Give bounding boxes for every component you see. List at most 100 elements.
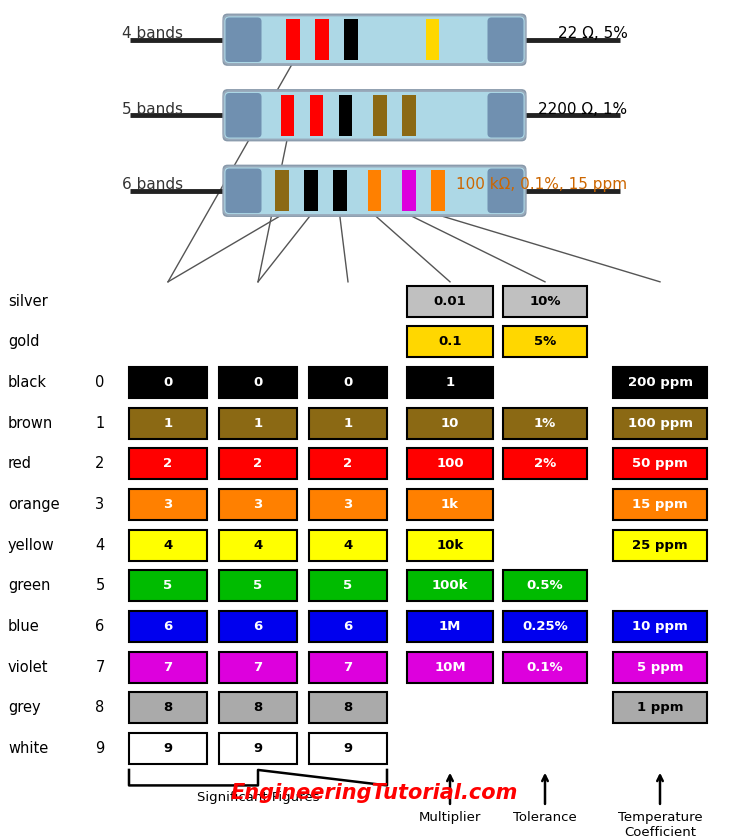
Text: 3: 3: [343, 498, 353, 511]
Bar: [407, 571, 493, 602]
FancyBboxPatch shape: [222, 164, 527, 217]
Bar: [407, 367, 493, 398]
Bar: [613, 652, 707, 683]
Text: 10: 10: [441, 417, 459, 430]
Bar: [309, 489, 387, 520]
Bar: [309, 652, 387, 683]
Bar: [129, 367, 207, 398]
Bar: [503, 448, 587, 479]
Bar: [309, 408, 387, 439]
Text: 10%: 10%: [530, 294, 561, 308]
Bar: [129, 611, 207, 642]
Text: 2: 2: [253, 457, 263, 471]
Text: 10M: 10M: [434, 661, 466, 674]
Text: 10k: 10k: [437, 539, 464, 552]
Text: white: white: [8, 741, 48, 756]
Bar: [219, 652, 297, 683]
Bar: [503, 408, 587, 439]
FancyBboxPatch shape: [488, 93, 524, 138]
Bar: [503, 326, 587, 357]
Text: 7: 7: [163, 661, 172, 674]
Text: 5 ppm: 5 ppm: [637, 661, 683, 674]
Bar: [373, 95, 387, 136]
Text: green: green: [8, 578, 50, 593]
Bar: [368, 170, 381, 211]
Text: 5: 5: [95, 578, 105, 593]
FancyBboxPatch shape: [222, 13, 527, 65]
Text: 8: 8: [163, 701, 172, 715]
Bar: [407, 611, 493, 642]
Text: 9: 9: [163, 743, 172, 755]
Text: 0.1: 0.1: [438, 336, 461, 348]
Text: 7: 7: [95, 659, 105, 675]
Text: 22 Ω, 5%: 22 Ω, 5%: [557, 26, 628, 41]
Text: 1: 1: [446, 376, 455, 389]
Text: 0: 0: [163, 376, 172, 389]
Text: 1M: 1M: [439, 620, 461, 633]
Bar: [407, 448, 493, 479]
Bar: [503, 286, 587, 316]
Text: 4: 4: [163, 539, 172, 552]
FancyBboxPatch shape: [225, 18, 261, 62]
Bar: [402, 170, 416, 211]
Text: 5%: 5%: [534, 336, 556, 348]
Text: Significant Figures: Significant Figures: [197, 791, 319, 805]
Bar: [613, 489, 707, 520]
Text: 0: 0: [95, 375, 105, 390]
Bar: [613, 448, 707, 479]
Text: 2200 Ω, 1%: 2200 Ω, 1%: [539, 102, 628, 117]
Text: 25 ppm: 25 ppm: [632, 539, 688, 552]
Text: 5 bands: 5 bands: [121, 102, 183, 117]
Bar: [219, 489, 297, 520]
Text: 6: 6: [343, 620, 353, 633]
Bar: [407, 326, 493, 357]
Text: 9: 9: [344, 743, 353, 755]
Text: silver: silver: [8, 294, 48, 309]
FancyBboxPatch shape: [223, 15, 526, 64]
Bar: [304, 170, 318, 211]
Text: 1: 1: [95, 415, 105, 430]
Bar: [219, 408, 297, 439]
Text: 1%: 1%: [534, 417, 556, 430]
Bar: [431, 170, 445, 211]
Bar: [613, 529, 707, 560]
Bar: [333, 170, 347, 211]
Bar: [309, 448, 387, 479]
Text: 3: 3: [253, 498, 263, 511]
Bar: [219, 733, 297, 764]
Text: 1k: 1k: [441, 498, 459, 511]
Bar: [339, 95, 353, 136]
Bar: [219, 448, 297, 479]
Bar: [286, 19, 300, 60]
Text: 200 ppm: 200 ppm: [628, 376, 693, 389]
Text: violet: violet: [8, 659, 49, 675]
Text: 7: 7: [253, 661, 263, 674]
Bar: [129, 529, 207, 560]
Bar: [503, 652, 587, 683]
Text: 50 ppm: 50 ppm: [632, 457, 688, 471]
Text: 0.5%: 0.5%: [527, 580, 563, 592]
Bar: [613, 367, 707, 398]
Bar: [402, 95, 416, 136]
Bar: [407, 652, 493, 683]
Text: 0.01: 0.01: [434, 294, 467, 308]
Text: 4: 4: [253, 539, 263, 552]
Bar: [281, 95, 294, 136]
Text: 2%: 2%: [534, 457, 556, 471]
Text: brown: brown: [8, 415, 53, 430]
Text: gold: gold: [8, 335, 40, 349]
Bar: [219, 367, 297, 398]
Bar: [129, 692, 207, 723]
Text: Temperature
Coefficient: Temperature Coefficient: [618, 810, 703, 839]
Bar: [309, 611, 387, 642]
Text: 6: 6: [163, 620, 172, 633]
Text: 4: 4: [343, 539, 353, 552]
Bar: [407, 489, 493, 520]
Text: 9: 9: [95, 741, 105, 756]
Text: 10 ppm: 10 ppm: [632, 620, 688, 633]
Bar: [407, 408, 493, 439]
Bar: [425, 19, 440, 60]
Bar: [407, 286, 493, 316]
Text: red: red: [8, 456, 32, 472]
Text: 3: 3: [163, 498, 172, 511]
